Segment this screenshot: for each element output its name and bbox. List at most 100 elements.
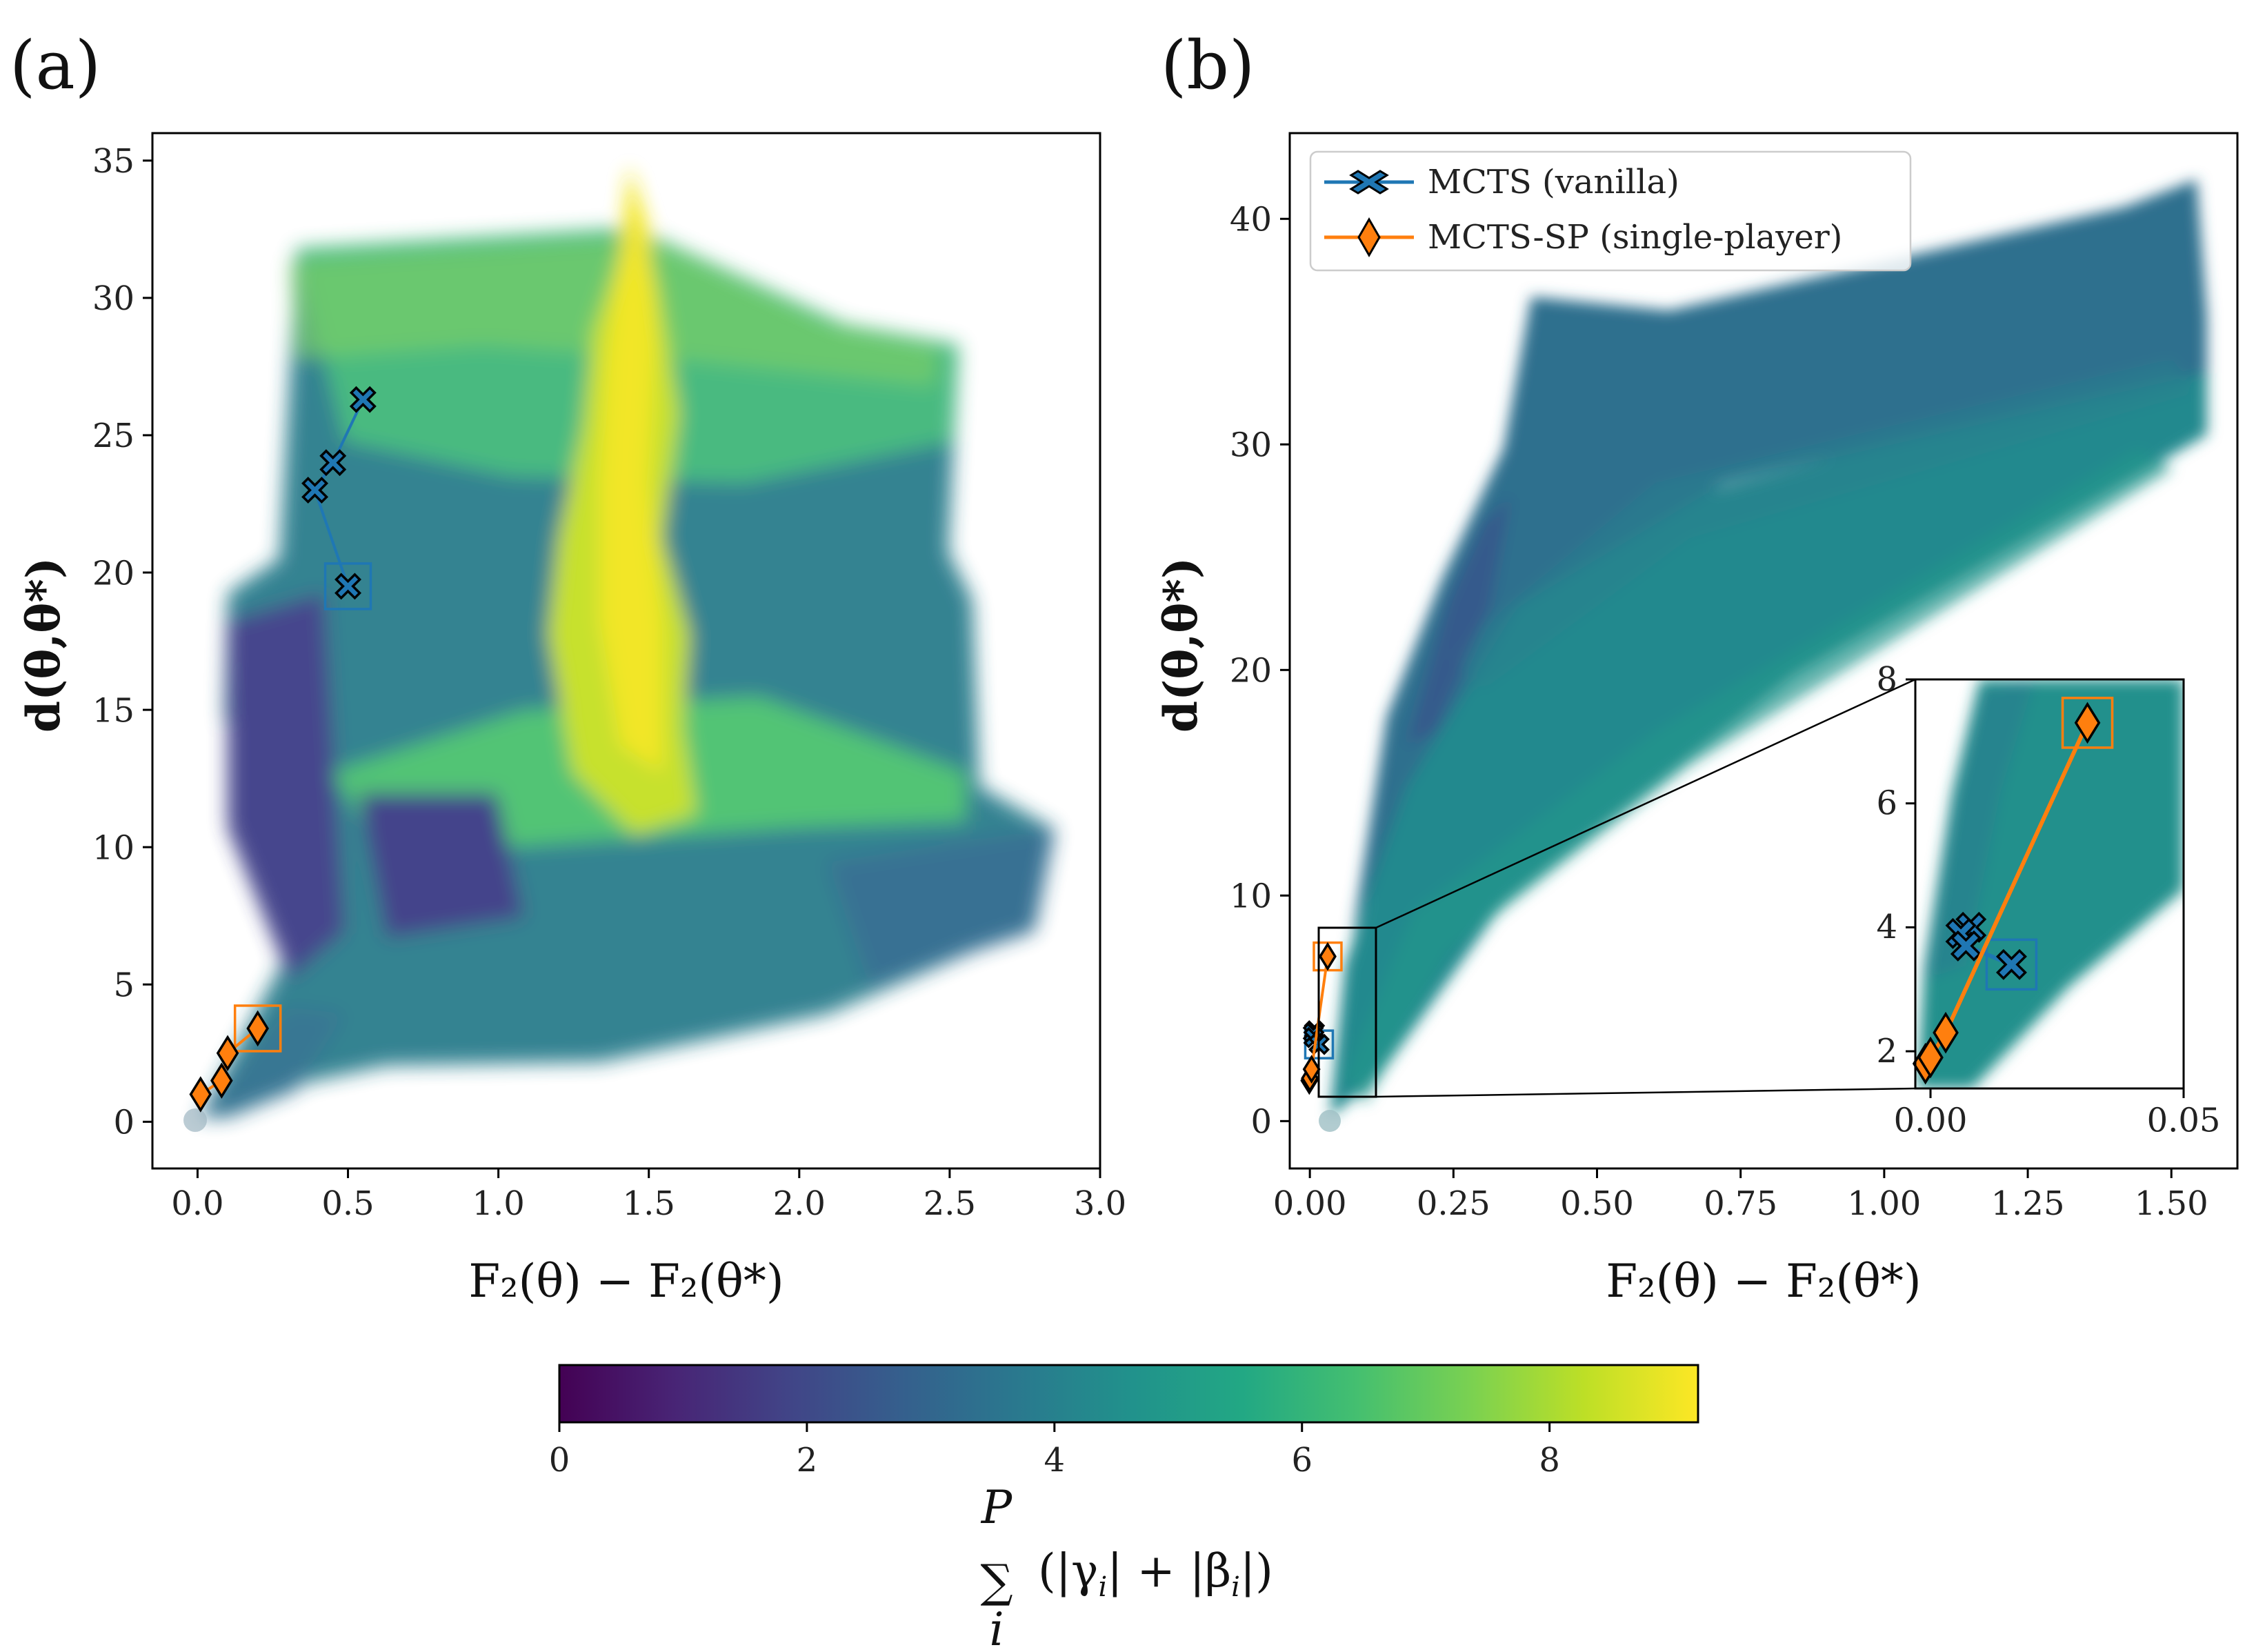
panel-a-x-ticks: 0.0 0.5 1.0 1.5 2.0 2.5 3.0 bbox=[171, 1168, 1126, 1223]
legend-marker-mcts bbox=[1349, 170, 1389, 195]
colorbar-tick-label: 8 bbox=[1539, 1441, 1560, 1480]
panel-b-y-tick-label: 0 bbox=[1250, 1103, 1272, 1142]
inset-frame bbox=[1914, 678, 2185, 1090]
panel-a-y-label: d(θ,θ*) bbox=[17, 557, 70, 733]
legend-label-mcts: MCTS (vanilla) bbox=[1428, 163, 1679, 201]
inset-axes: 0.00 0.05 2 4 6 8 bbox=[1876, 660, 2220, 1140]
panel-b-x-tick-label: 1.50 bbox=[2135, 1184, 2208, 1223]
panel-a-y-tick-label: 35 bbox=[92, 142, 134, 181]
panel-a-mcts-sp-point bbox=[210, 1062, 233, 1099]
panel-a-x-tick-label: 2.0 bbox=[773, 1184, 826, 1223]
panel-a-mcts-point bbox=[319, 449, 347, 477]
colorbar-label-part-end: |) bbox=[1240, 1544, 1273, 1598]
panel-b-y-tick-label: 10 bbox=[1230, 877, 1272, 916]
panel-a-mcts-sp-final-box bbox=[233, 1004, 282, 1053]
panel-a-x-tick-label: 1.5 bbox=[623, 1184, 675, 1223]
panel-a-x-tick-label: 0.5 bbox=[321, 1184, 374, 1223]
panel-a-frame bbox=[151, 132, 1101, 1170]
inset-y-ticks: 2 4 6 8 bbox=[1876, 660, 1915, 1071]
zoom-connector-bottom bbox=[1375, 1087, 1916, 1098]
panel-a-mcts-final-box bbox=[323, 562, 372, 610]
panel-a-series bbox=[189, 386, 377, 1113]
zoom-region-box bbox=[1317, 926, 1377, 1098]
panel-label-a: (a) bbox=[10, 27, 101, 104]
panel-a: 0.0 0.5 1.0 1.5 2.0 2.5 3.0 0 5 10 15 20 25 30 35 F₂(… bbox=[17, 132, 1126, 1308]
panel-b-frame bbox=[1288, 132, 2239, 1170]
inset-mcts-point bbox=[1995, 948, 2027, 980]
panel-a-x-tick-label: 2.5 bbox=[924, 1184, 976, 1223]
colorbar-tick-label: 0 bbox=[549, 1441, 570, 1480]
colorbar-ticks: 0 2 4 6 8 bbox=[549, 1422, 1560, 1480]
panel-a-mcts-line bbox=[313, 399, 365, 587]
panel-a-x-tick-label: 3.0 bbox=[1074, 1184, 1126, 1223]
panel-a-y-tick-label: 10 bbox=[92, 828, 134, 867]
colorbar-tick-label: 4 bbox=[1044, 1441, 1066, 1480]
panel-a-y-tick-label: 20 bbox=[92, 554, 134, 593]
colorbar-label-sub2: i bbox=[1231, 1571, 1240, 1603]
panel-b-x-label: F₂(θ) − F₂(θ*) bbox=[1606, 1255, 1921, 1308]
inset-mcts-sp-point bbox=[1917, 1036, 1944, 1079]
panel-b-y-label: d(θ,θ*) bbox=[1154, 557, 1208, 733]
colorbar-label-lower: i bbox=[989, 1603, 1004, 1652]
panel-a-y-ticks: 0 5 10 15 20 25 30 35 bbox=[92, 142, 152, 1142]
panel-b-y-ticks: 0 10 20 30 40 bbox=[1230, 201, 1290, 1142]
colorbar-label-upper: P bbox=[981, 1481, 1013, 1534]
inset-x-tick-label: 0.05 bbox=[2147, 1101, 2221, 1140]
inset-series bbox=[1912, 697, 2114, 1085]
panel-a-y-tick-label: 25 bbox=[92, 417, 134, 455]
panel-a-x-tick-label: 0.0 bbox=[171, 1184, 223, 1223]
inset-mcts-final-box bbox=[1985, 938, 2038, 991]
colorbar-label-sub1: i bbox=[1098, 1571, 1107, 1603]
panel-a-mcts-point bbox=[349, 386, 377, 413]
colorbar-gradient bbox=[558, 1364, 1699, 1424]
panel-b-scatter-cloud bbox=[1319, 179, 2207, 1132]
panel-a-y-tick-label: 30 bbox=[92, 279, 134, 318]
panel-a-x-tick-label: 1.0 bbox=[472, 1184, 524, 1223]
colorbar-label-sum: ∑ bbox=[980, 1555, 1012, 1608]
panel-a-mcts-sp-point bbox=[216, 1035, 239, 1072]
panel-b-x-tick-label: 1.00 bbox=[1847, 1184, 1921, 1223]
panel-a-x-label: F₂(θ) − F₂(θ*) bbox=[468, 1255, 784, 1308]
inset-y-tick-label: 2 bbox=[1876, 1032, 1897, 1071]
panel-label-b: (b) bbox=[1161, 27, 1255, 104]
colorbar-tick-label: 2 bbox=[797, 1441, 818, 1480]
inset-y-tick-label: 4 bbox=[1876, 908, 1897, 946]
inset-x-ticks: 0.00 0.05 bbox=[1894, 1088, 2221, 1140]
panel-b: 0.00 0.25 0.50 0.75 1.00 1.25 1.50 0 10 20 30 40 0… bbox=[1154, 132, 2239, 1308]
panel-a-y-tick-label: 15 bbox=[92, 691, 134, 730]
panel-b-x-ticks: 0.00 0.25 0.50 0.75 1.00 1.25 1.50 bbox=[1273, 1168, 2208, 1223]
colorbar-label-part-body: (|γ bbox=[1038, 1544, 1098, 1598]
panel-b-y-tick-label: 30 bbox=[1230, 426, 1272, 465]
colorbar-tick-label: 6 bbox=[1291, 1441, 1313, 1480]
panel-b-x-tick-label: 0.00 bbox=[1273, 1184, 1347, 1223]
panel-a-mcts-sp-point bbox=[246, 1010, 269, 1047]
panel-a-mcts-sp-line bbox=[199, 1027, 259, 1096]
panel-a-mcts-point bbox=[335, 573, 361, 600]
legend: MCTS (vanilla) MCTS-SP (single-player) bbox=[1309, 150, 1912, 272]
colorbar-label: ∑ P i (|γi| + |βi|) bbox=[980, 1481, 1273, 1652]
panel-b-mcts-sp-point bbox=[1319, 942, 1337, 971]
inset-y-tick-label: 8 bbox=[1876, 660, 1897, 699]
panel-b-x-tick-label: 0.25 bbox=[1417, 1184, 1490, 1223]
panel-b-x-tick-label: 0.75 bbox=[1704, 1184, 1777, 1223]
legend-marker-mcts-sp bbox=[1357, 217, 1381, 258]
inset-y-tick-label: 6 bbox=[1876, 784, 1897, 823]
legend-box bbox=[1309, 150, 1912, 272]
panel-b-y-tick-label: 20 bbox=[1230, 652, 1272, 690]
inset-mcts-sp-point bbox=[1933, 1011, 1959, 1054]
inset-mcts-sp-point bbox=[2074, 701, 2101, 744]
panel-a-y-tick-label: 0 bbox=[113, 1104, 134, 1142]
colorbar-label-body: (|γi| + |βi|) bbox=[1038, 1544, 1273, 1603]
panel-a-mcts-sp-point bbox=[189, 1076, 212, 1113]
panel-b-mcts-sp-point bbox=[1302, 1055, 1321, 1084]
panel-b-x-tick-label: 0.50 bbox=[1560, 1184, 1634, 1223]
panel-a-scatter-cloud bbox=[183, 166, 1055, 1132]
zoom-connector-top bbox=[1375, 678, 1916, 929]
legend-label-mcts-sp: MCTS-SP (single-player) bbox=[1428, 218, 1842, 257]
inset-mcts-sp-final-box bbox=[2061, 697, 2114, 749]
colorbar-label-part-mid: | + |β bbox=[1107, 1544, 1231, 1598]
inset-x-tick-label: 0.00 bbox=[1894, 1101, 1968, 1140]
panel-b-y-tick-label: 40 bbox=[1230, 201, 1272, 239]
